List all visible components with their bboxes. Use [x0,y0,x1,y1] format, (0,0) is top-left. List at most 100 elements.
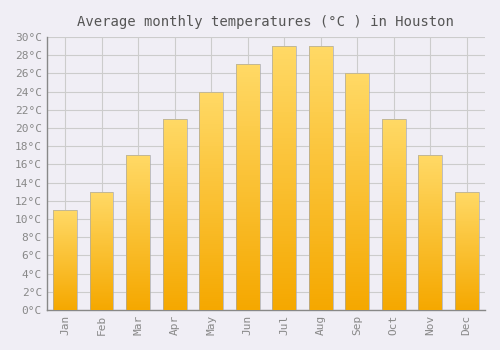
Bar [346,277,369,279]
Bar [346,137,369,140]
Bar [346,234,369,237]
Bar [163,127,186,128]
Bar [455,207,478,208]
Bar [346,281,369,284]
Bar [455,303,478,304]
Bar [309,152,332,154]
Bar [200,258,223,260]
Bar [54,292,77,293]
Bar [236,251,260,253]
Bar [346,95,369,97]
Bar [236,165,260,168]
Bar [382,176,406,178]
Bar [418,219,442,220]
Bar [382,243,406,245]
Bar [309,204,332,207]
Bar [272,284,296,286]
Bar [54,300,77,301]
Bar [382,226,406,228]
Bar [126,274,150,276]
Bar [455,261,478,262]
Bar [90,265,114,266]
Bar [309,51,332,54]
Bar [163,180,186,182]
Bar [54,255,77,256]
Bar [236,280,260,283]
Bar [272,80,296,83]
Bar [272,304,296,307]
Bar [309,162,332,165]
Bar [272,194,296,196]
Bar [309,104,332,107]
Bar [236,271,260,273]
Bar [272,125,296,128]
Bar [309,128,332,131]
Bar [163,152,186,153]
Bar [382,144,406,146]
Bar [54,269,77,270]
Bar [163,142,186,144]
Bar [418,240,442,242]
Bar [309,86,332,89]
Bar [200,223,223,225]
Bar [455,308,478,309]
Bar [309,297,332,299]
Bar [418,302,442,304]
Bar [455,286,478,287]
Bar [418,265,442,267]
Bar [418,307,442,308]
Bar [418,160,442,161]
Bar [346,201,369,203]
Bar [126,177,150,178]
Bar [382,272,406,274]
Bar [90,267,114,268]
Bar [126,160,150,161]
Bar [163,191,186,194]
Bar [309,252,332,254]
Bar [200,233,223,236]
Bar [163,148,186,149]
Bar [90,277,114,278]
Bar [455,279,478,280]
Bar [54,261,77,262]
Bar [126,205,150,206]
Bar [126,308,150,310]
Bar [200,118,223,120]
Bar [54,234,77,235]
Bar [382,247,406,249]
Bar [200,266,223,268]
Bar [272,244,296,247]
Bar [126,239,150,240]
Bar [418,257,442,259]
Bar [455,277,478,278]
Bar [126,287,150,288]
Bar [382,155,406,157]
Bar [236,263,260,266]
Bar [90,273,114,274]
Bar [126,230,150,231]
Bar [126,189,150,191]
Bar [272,220,296,223]
Bar [200,133,223,135]
Bar [346,211,369,213]
Bar [455,274,478,275]
Bar [382,212,406,215]
Bar [54,273,77,274]
Bar [90,192,114,310]
Bar [272,99,296,102]
Bar [236,202,260,204]
Bar [346,196,369,199]
Bar [90,283,114,284]
Bar [309,260,332,262]
Bar [346,300,369,303]
Bar [346,215,369,218]
Bar [382,293,406,295]
Bar [346,116,369,118]
Bar [200,186,223,188]
Bar [272,107,296,110]
Bar [163,260,186,262]
Bar [418,279,442,280]
Bar [418,293,442,294]
Bar [126,219,150,220]
Bar [309,67,332,70]
